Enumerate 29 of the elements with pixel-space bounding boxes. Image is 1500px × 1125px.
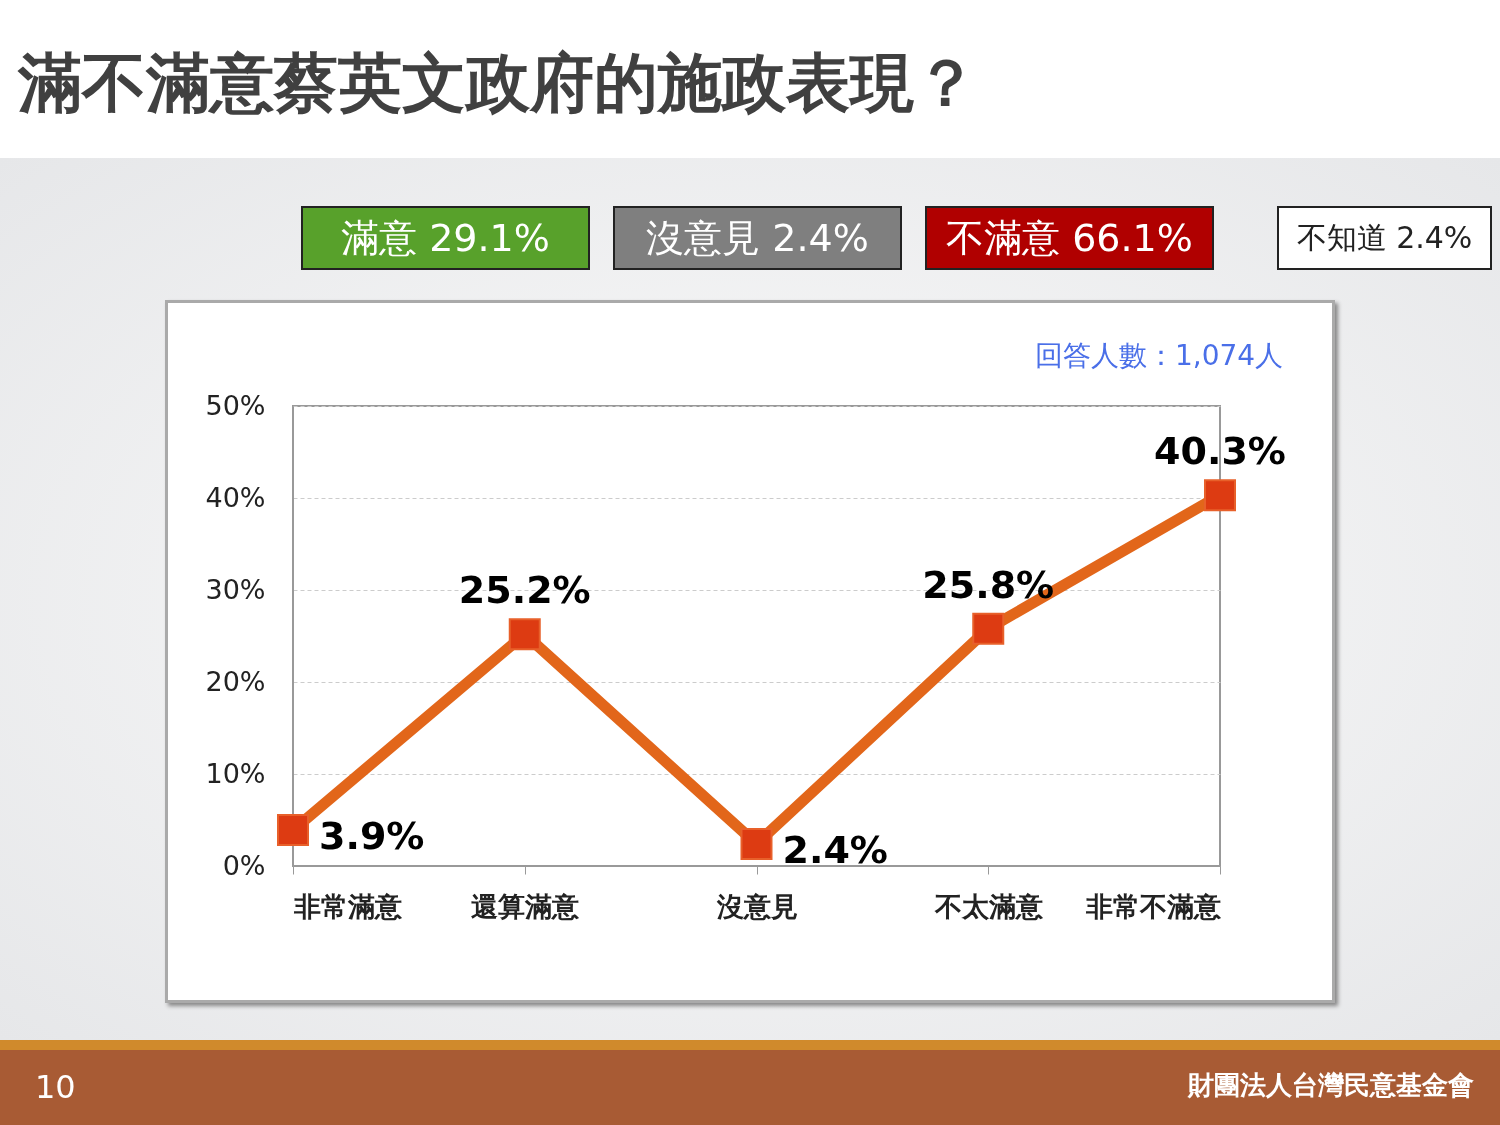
chart-title: 滿不滿意蔡英文政府的施政表現？ (18, 45, 978, 122)
point (277, 814, 309, 847)
point (972, 612, 1005, 645)
y-tick-label: 30% (205, 573, 266, 605)
x-tick-label: 不太滿意 (933, 890, 1044, 922)
text: 25.8% (922, 562, 1055, 607)
text: 3.9% (319, 814, 425, 859)
text: 25.2% (458, 568, 591, 613)
point (1204, 479, 1236, 512)
text: 回答人數：1,074人 (1035, 338, 1284, 374)
point (508, 618, 541, 651)
x-tick-label: 還算滿意 (471, 890, 581, 922)
text: 10 (35, 1068, 76, 1106)
y-tick-label: 0% (222, 849, 266, 881)
text: 不知道 2.4% (1277, 206, 1492, 270)
y-tick-label: 10% (205, 757, 266, 789)
text: 不滿意 66.1% (925, 206, 1214, 270)
x-tick-label: 非常滿意 (292, 890, 403, 922)
text: 40.3% (1154, 429, 1286, 474)
y-tick-label: 50% (205, 389, 266, 421)
x-tick-label: 沒意見 (715, 890, 798, 922)
y-tick-label: 40% (205, 481, 266, 513)
y-tick-label: 20% (205, 665, 266, 697)
point (740, 827, 773, 860)
text: 滿意 29.1% (301, 206, 590, 270)
text: 沒意見 2.4% (613, 206, 902, 270)
text: 2.4% (782, 827, 888, 872)
text: 財團法人台灣民意基金會 (1188, 1069, 1474, 1102)
x-tick-label: 非常不滿意 (1084, 890, 1222, 922)
